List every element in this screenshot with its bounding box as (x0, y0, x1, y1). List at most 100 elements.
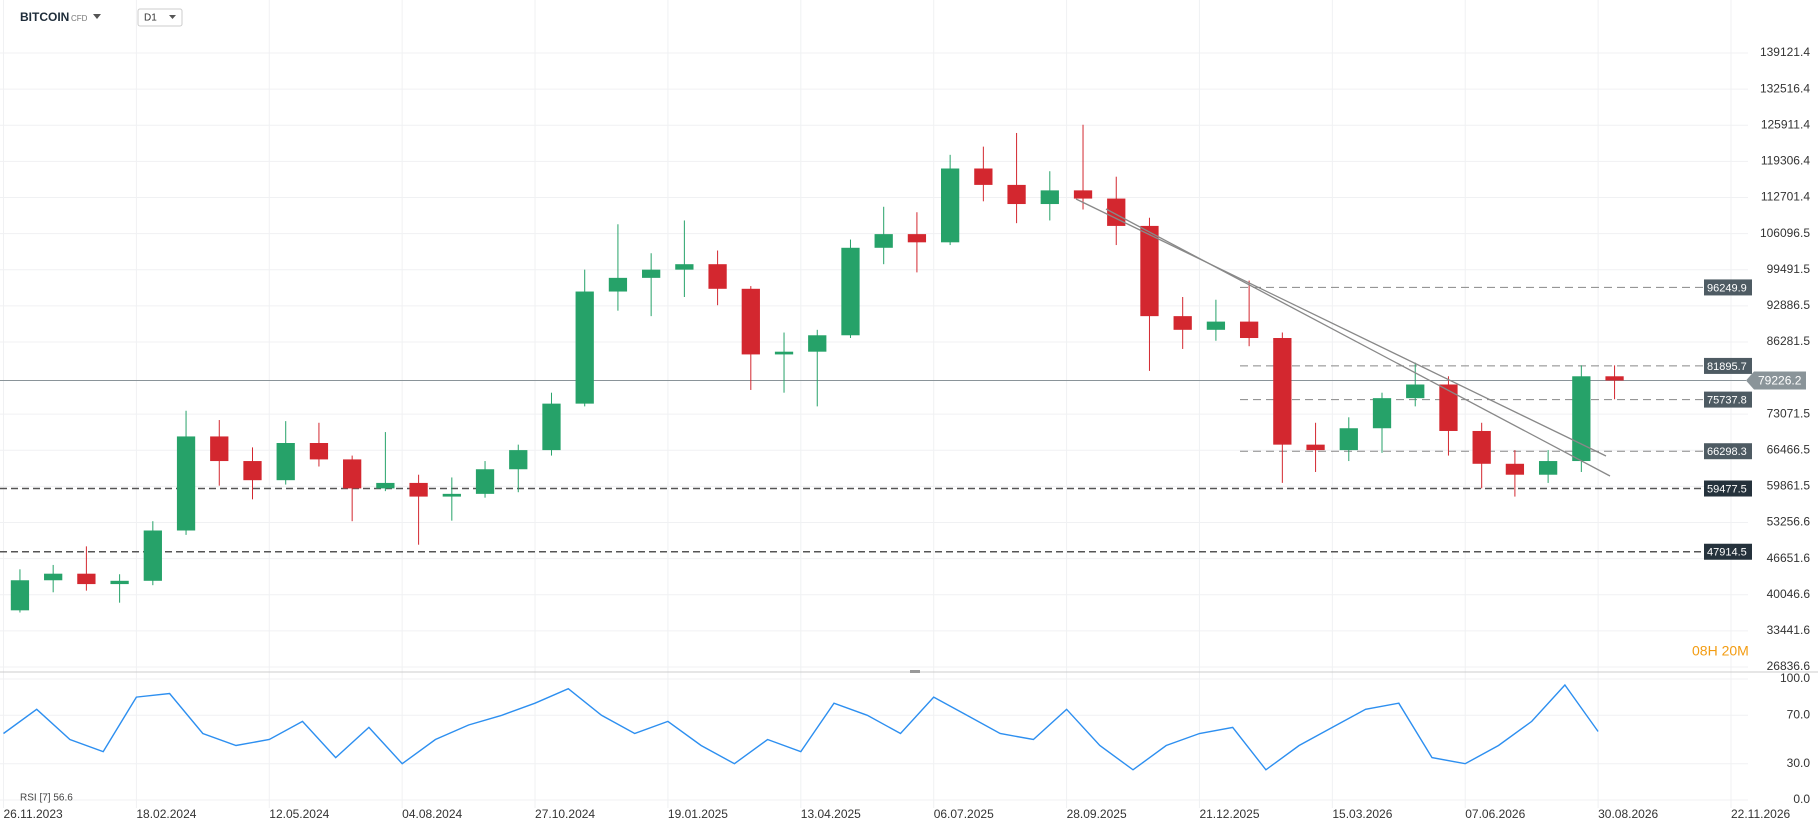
level-label-box (1704, 543, 1752, 560)
last-price-box (1746, 371, 1806, 390)
candle-body (77, 573, 96, 585)
candle-body (409, 482, 428, 497)
candle-body (1605, 376, 1624, 381)
y-tick-label: 53256.6 (1767, 515, 1811, 529)
y-tick-label: 40046.6 (1767, 587, 1811, 601)
rsi-tick-label: 0.0 (1793, 792, 1810, 806)
candle-body (675, 264, 694, 270)
rsi-tick-label: 30.0 (1787, 756, 1811, 770)
candle-body (575, 291, 594, 404)
level-label: 59477.5 (1707, 483, 1747, 495)
candle-body (110, 580, 129, 585)
rsi-tick-label: 100.0 (1780, 671, 1810, 685)
y-tick-label: 92886.5 (1767, 298, 1811, 312)
candle-body (509, 450, 528, 470)
trend-line[interactable] (1105, 208, 1611, 477)
candle-body (1505, 463, 1525, 475)
y-tick-label: 33441.6 (1767, 623, 1811, 637)
candle-body (1339, 428, 1358, 451)
level-label: 96249.9 (1707, 282, 1747, 294)
candle-body (1538, 461, 1558, 475)
x-tick-label: 22.11.2026 (1731, 807, 1790, 821)
level-label-box (1704, 480, 1752, 497)
candle-body (210, 436, 229, 462)
candle-body (608, 277, 628, 292)
candle-body (708, 264, 727, 289)
panel-handle[interactable] (910, 670, 920, 673)
candle-body (1572, 376, 1591, 462)
interval[interactable]: D1 (144, 13, 157, 24)
candle-body (1107, 198, 1126, 226)
rsi-tick-label: 70.0 (1787, 707, 1811, 721)
candle-body (44, 573, 63, 581)
candle-body (542, 403, 561, 451)
candle-body (1406, 384, 1425, 399)
candle-body (1206, 321, 1226, 330)
x-tick-label: 15.03.2026 (1332, 807, 1392, 821)
rsi-line (3, 683, 1599, 771)
last-price-label: 79226.2 (1758, 374, 1802, 388)
candle-body (741, 288, 760, 355)
candle-body (1173, 316, 1192, 330)
toolbar: BITCOIN CFD D1 (20, 8, 183, 27)
level-label-box (1704, 443, 1752, 460)
x-tick-label: 21.12.2025 (1199, 807, 1259, 821)
interval-dropdown (169, 15, 176, 19)
candle-body (143, 530, 162, 581)
y-tick-label: 99491.5 (1767, 262, 1811, 276)
x-tick-label: 12.05.2024 (269, 807, 329, 821)
x-tick-label: 13.04.2025 (801, 807, 861, 821)
badge: CFD (71, 14, 88, 23)
candle-body (243, 461, 262, 481)
x-tick-label: 19.01.2025 (668, 807, 728, 821)
candle-body (442, 493, 461, 497)
level-label: 47914.5 (1707, 547, 1747, 559)
candle-body (475, 469, 495, 494)
candle-body (309, 443, 329, 460)
level-label: 75737.8 (1707, 395, 1747, 407)
indicator-label: RSI [7] 56.6 (20, 793, 73, 804)
candle-body (874, 234, 893, 248)
countdown: 08H 20M (1692, 643, 1749, 659)
y-tick-label: 112701.4 (1761, 190, 1810, 204)
y-tick-label: 59861.5 (1767, 479, 1811, 493)
candle-body (1472, 430, 1491, 464)
candle-body (343, 459, 362, 489)
candle-body (841, 247, 860, 336)
candle-body (642, 269, 661, 278)
level-label-box (1704, 391, 1752, 408)
y-tick-label: 46651.6 (1767, 551, 1811, 565)
candle-body (774, 351, 794, 355)
candle-body (176, 436, 196, 531)
candle-body (1273, 338, 1292, 445)
level-label: 81895.7 (1707, 361, 1747, 373)
candle-body (1040, 190, 1059, 205)
y-tick-label: 73071.5 (1767, 406, 1811, 420)
interval-select[interactable] (137, 8, 183, 27)
y-tick-label: 106096.5 (1760, 226, 1810, 240)
x-tick-label: 06.07.2025 (934, 807, 994, 821)
candle-body (1239, 321, 1259, 339)
x-tick-label: 30.08.2026 (1598, 807, 1658, 821)
candle-body (974, 168, 993, 185)
candle-body (1306, 444, 1325, 451)
y-tick-label: 26836.6 (1767, 659, 1811, 673)
y-tick-label: 132516.4 (1760, 81, 1810, 95)
candle-body (10, 580, 30, 611)
x-tick-label: 18.02.2024 (136, 807, 196, 821)
candle-body (1007, 184, 1026, 205)
trend-line[interactable] (1075, 198, 1607, 457)
candle-body (376, 482, 395, 489)
candle-body (1073, 190, 1093, 199)
y-tick-label: 119306.4 (1761, 154, 1810, 168)
x-tick-label: 26.11.2023 (4, 807, 63, 821)
candle-body (276, 443, 295, 481)
symbol-dropdown[interactable] (93, 14, 101, 19)
y-tick-label: 66466.5 (1767, 442, 1811, 456)
candle-body (1372, 398, 1392, 429)
symbol[interactable]: BITCOIN (20, 10, 69, 24)
candle-body (1439, 384, 1458, 431)
candle-body (907, 234, 927, 243)
